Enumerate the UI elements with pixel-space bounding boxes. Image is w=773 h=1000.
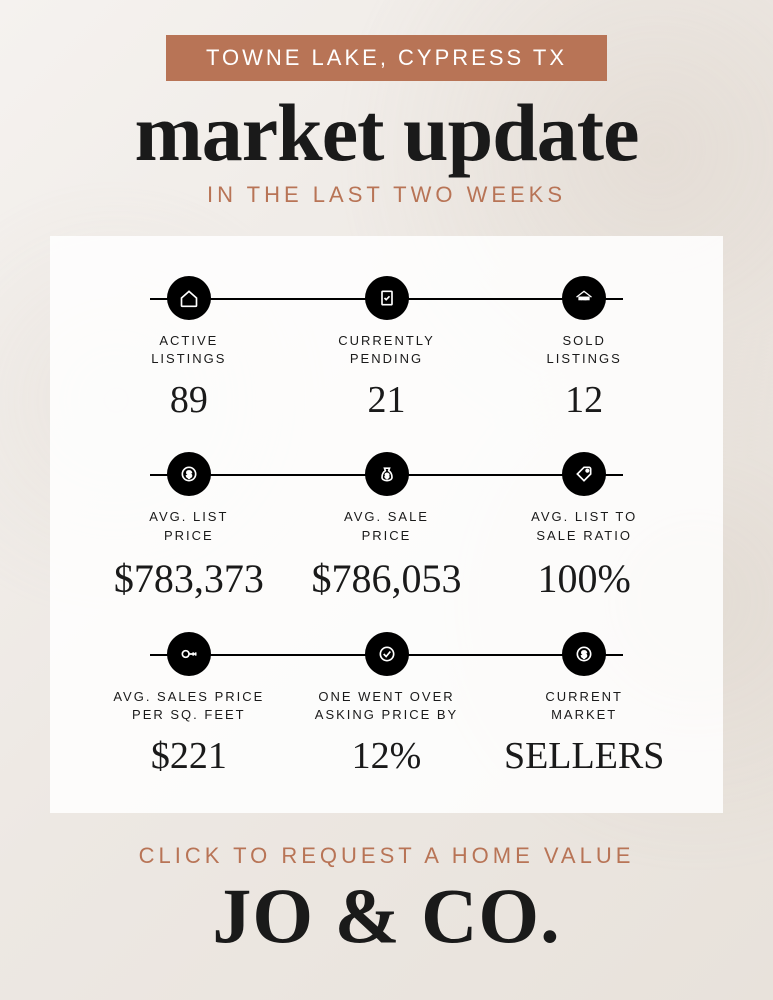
svg-text:$: $ xyxy=(186,470,191,480)
stats-card: ACTIVE LISTINGS 89 CURRENTLY PENDING 21 … xyxy=(50,236,723,813)
house-icon xyxy=(167,276,211,320)
svg-text:$: $ xyxy=(582,649,587,659)
coin-icon: $ xyxy=(562,632,606,676)
key-icon xyxy=(167,632,211,676)
location-badge: TOWNE LAKE, CYPRESS TX xyxy=(166,35,607,81)
tag-icon xyxy=(562,452,606,496)
stat-value: 89 xyxy=(170,378,208,422)
stat-label: ACTIVE LISTINGS xyxy=(151,332,226,368)
stat-value: SELLERS xyxy=(504,734,664,778)
stat-currently-pending: CURRENTLY PENDING 21 xyxy=(288,276,486,422)
stat-label: CURRENTLY PENDING xyxy=(338,332,435,368)
svg-text:$: $ xyxy=(385,474,389,481)
stat-price-per-sqft: AVG. SALES PRICE PER SQ. FEET $221 xyxy=(90,632,288,778)
stat-row: ACTIVE LISTINGS 89 CURRENTLY PENDING 21 … xyxy=(90,276,683,422)
stat-active-listings: ACTIVE LISTINGS 89 xyxy=(90,276,288,422)
stat-value: $221 xyxy=(151,734,227,778)
cta-link[interactable]: CLICK TO REQUEST A HOME VALUE xyxy=(139,843,635,869)
stat-over-asking: ONE WENT OVER ASKING PRICE BY 12% xyxy=(288,632,486,778)
stat-value: 21 xyxy=(368,378,406,422)
stat-current-market: $ CURRENT MARKET SELLERS xyxy=(485,632,683,778)
stat-value: $786,053 xyxy=(312,555,462,602)
sold-icon: SOLD xyxy=(562,276,606,320)
clipboard-icon xyxy=(365,276,409,320)
subtitle: IN THE LAST TWO WEEKS xyxy=(207,182,566,208)
stat-list-sale-ratio: AVG. LIST TO SALE RATIO 100% xyxy=(485,452,683,601)
stat-sold-listings: SOLD SOLD LISTINGS 12 xyxy=(485,276,683,422)
stat-avg-sale-price: $ AVG. SALE PRICE $786,053 xyxy=(288,452,486,601)
stat-value: 12% xyxy=(352,734,422,778)
stat-value: $783,373 xyxy=(114,555,264,602)
stat-label: SOLD LISTINGS xyxy=(547,332,622,368)
stat-row: $ AVG. LIST PRICE $783,373 $ AVG. SALE P… xyxy=(90,452,683,601)
dollar-icon: $ xyxy=(167,452,211,496)
stat-label: AVG. SALE PRICE xyxy=(344,508,429,544)
stat-label: AVG. LIST TO SALE RATIO xyxy=(531,508,637,544)
stat-value: 12 xyxy=(565,378,603,422)
stat-label: CURRENT MARKET xyxy=(545,688,623,724)
stat-value: 100% xyxy=(538,555,631,602)
stat-label: AVG. LIST PRICE xyxy=(149,508,228,544)
infographic-container: TOWNE LAKE, CYPRESS TX market update IN … xyxy=(0,0,773,981)
stat-avg-list-price: $ AVG. LIST PRICE $783,373 xyxy=(90,452,288,601)
brand-logo: JO & CO. xyxy=(212,871,560,961)
main-title: market update xyxy=(134,86,638,180)
moneybag-icon: $ xyxy=(365,452,409,496)
check-icon xyxy=(365,632,409,676)
stat-label: AVG. SALES PRICE PER SQ. FEET xyxy=(113,688,264,724)
stat-label: ONE WENT OVER ASKING PRICE BY xyxy=(315,688,458,724)
stat-row: AVG. SALES PRICE PER SQ. FEET $221 ONE W… xyxy=(90,632,683,778)
svg-text:SOLD: SOLD xyxy=(581,297,588,300)
